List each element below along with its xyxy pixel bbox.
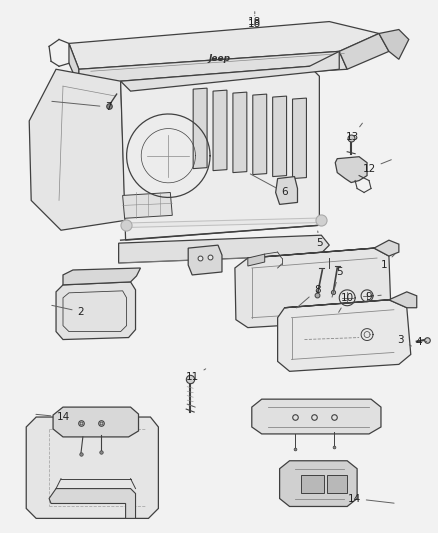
Text: 7: 7 — [52, 101, 112, 112]
Text: 9: 9 — [366, 292, 381, 302]
Polygon shape — [233, 92, 247, 173]
Polygon shape — [279, 461, 357, 506]
Polygon shape — [63, 268, 141, 285]
Polygon shape — [278, 300, 411, 372]
Text: Jeep: Jeep — [209, 54, 231, 63]
Polygon shape — [248, 254, 265, 266]
Text: 14: 14 — [36, 412, 70, 422]
Polygon shape — [120, 51, 339, 91]
Polygon shape — [69, 21, 379, 69]
Polygon shape — [301, 475, 324, 492]
Polygon shape — [119, 235, 329, 263]
Polygon shape — [188, 245, 222, 275]
Text: 10: 10 — [339, 293, 354, 312]
Text: 18: 18 — [248, 15, 261, 29]
Polygon shape — [69, 43, 79, 86]
Polygon shape — [29, 69, 126, 230]
Polygon shape — [123, 192, 172, 219]
Polygon shape — [79, 51, 347, 86]
Polygon shape — [248, 240, 399, 258]
Polygon shape — [379, 29, 409, 59]
Polygon shape — [339, 34, 389, 69]
Text: 3: 3 — [398, 335, 411, 346]
Polygon shape — [53, 407, 138, 437]
Polygon shape — [56, 282, 135, 340]
Polygon shape — [293, 98, 307, 179]
Polygon shape — [26, 417, 159, 519]
Text: 2: 2 — [52, 305, 84, 317]
Polygon shape — [252, 399, 381, 434]
Text: 18: 18 — [248, 12, 261, 27]
Text: 8: 8 — [297, 285, 321, 308]
Polygon shape — [120, 66, 319, 240]
Polygon shape — [273, 96, 286, 176]
Text: 5: 5 — [316, 231, 323, 248]
Polygon shape — [235, 248, 391, 328]
Text: 6: 6 — [250, 174, 288, 197]
Polygon shape — [285, 292, 417, 308]
Polygon shape — [193, 88, 207, 168]
Text: 4: 4 — [415, 336, 427, 346]
Polygon shape — [253, 94, 267, 175]
Polygon shape — [49, 489, 135, 519]
Polygon shape — [327, 475, 347, 492]
Text: 5: 5 — [332, 267, 343, 297]
Polygon shape — [276, 176, 297, 204]
Text: 12: 12 — [362, 160, 391, 174]
Polygon shape — [335, 157, 367, 182]
Text: 1: 1 — [381, 254, 395, 270]
Text: 14: 14 — [347, 494, 394, 504]
Text: 13: 13 — [346, 123, 362, 142]
Text: 11: 11 — [186, 369, 206, 382]
Polygon shape — [213, 90, 227, 171]
